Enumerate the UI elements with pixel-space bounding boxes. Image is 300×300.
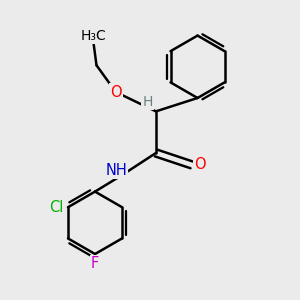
Text: H₃C: H₃C <box>81 28 106 43</box>
Text: H: H <box>142 95 153 109</box>
Text: F: F <box>91 256 99 271</box>
Text: NH: NH <box>106 163 127 178</box>
Text: O: O <box>110 85 122 100</box>
Text: O: O <box>194 158 206 172</box>
Text: Cl: Cl <box>50 200 64 215</box>
